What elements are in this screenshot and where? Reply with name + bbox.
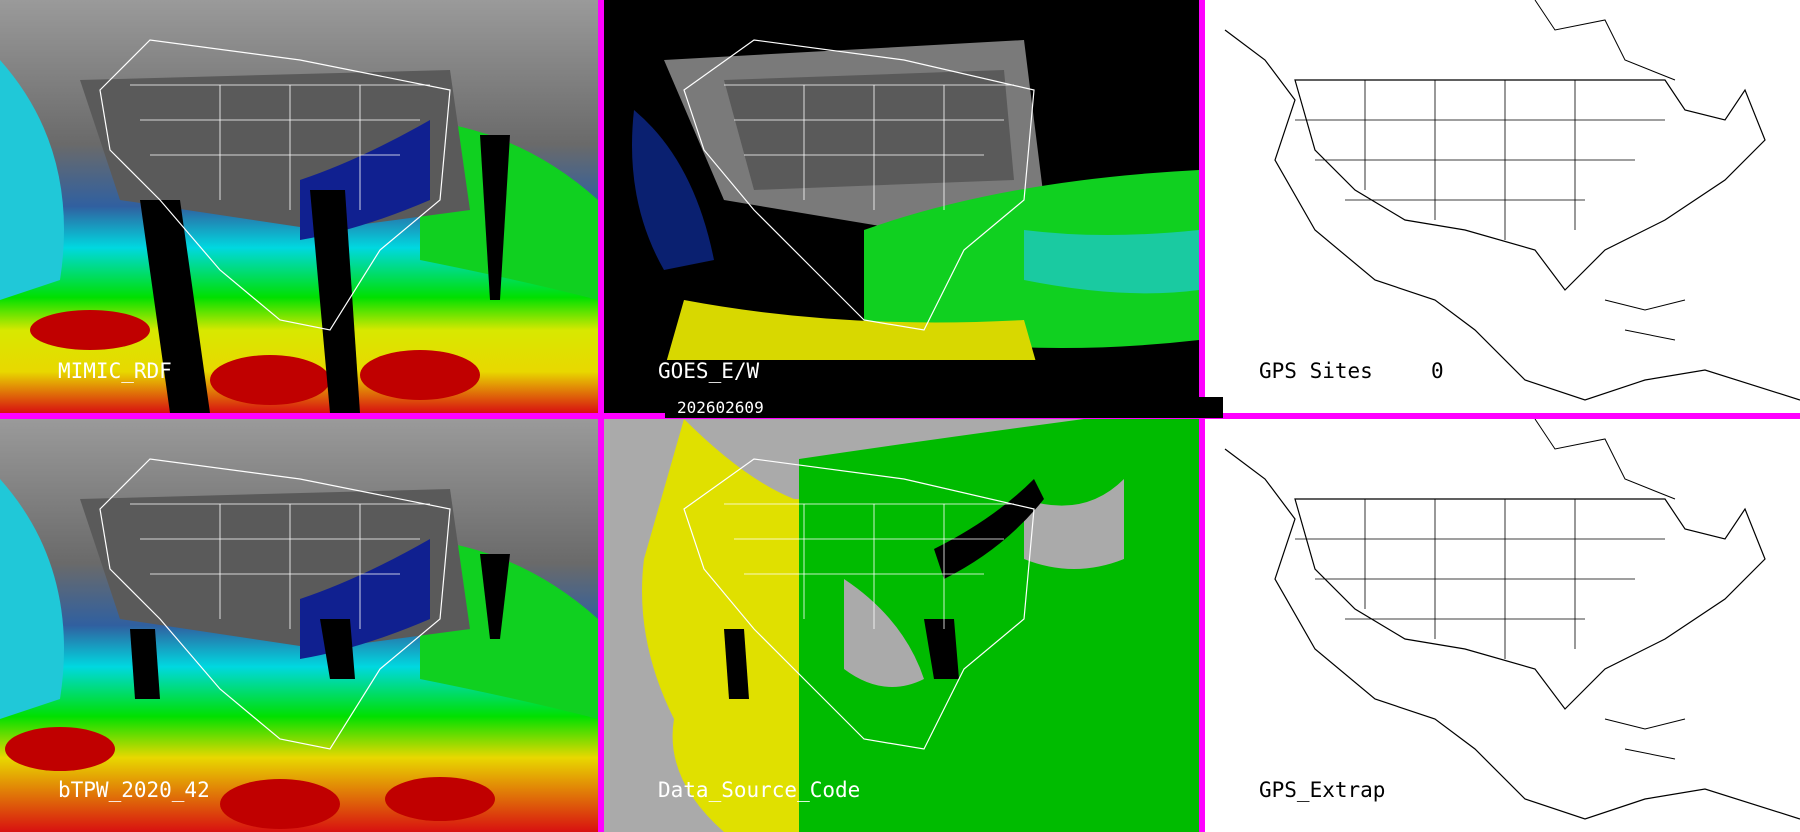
gps-extrap-map xyxy=(1224,419,1800,820)
panel-label: MIMIC_RDF xyxy=(58,359,172,383)
blended-tpw-map xyxy=(0,419,598,832)
timestamp-bar: 202602609 xyxy=(665,397,1223,418)
goes-tpw-map xyxy=(604,0,1199,413)
panel-label: Data_Source_Code xyxy=(658,778,861,802)
panel-mimic-rdf: MIMIC_RDF xyxy=(0,0,598,413)
tpw-field-map xyxy=(0,0,598,413)
panel-label: bTPW_2020_42 xyxy=(58,778,210,802)
panel-label: GPS Sites xyxy=(1259,359,1373,383)
panel-label: GPS_Extrap xyxy=(1259,778,1386,802)
panel-btpw: bTPW_2020_42 xyxy=(0,419,598,832)
gps-sites-map xyxy=(1224,0,1800,401)
panel-gps-sites: GPS Sites 0 xyxy=(1205,0,1800,413)
panel-gps-extrap: GPS_Extrap xyxy=(1205,419,1800,832)
data-source-map xyxy=(604,419,1199,832)
gps-site-count: 0 xyxy=(1431,359,1444,383)
panel-label: GOES_E/W xyxy=(658,359,760,383)
panel-goes-ew: GOES_E/W xyxy=(604,0,1199,413)
panel-data-source-code: Data_Source_Code xyxy=(604,419,1199,832)
